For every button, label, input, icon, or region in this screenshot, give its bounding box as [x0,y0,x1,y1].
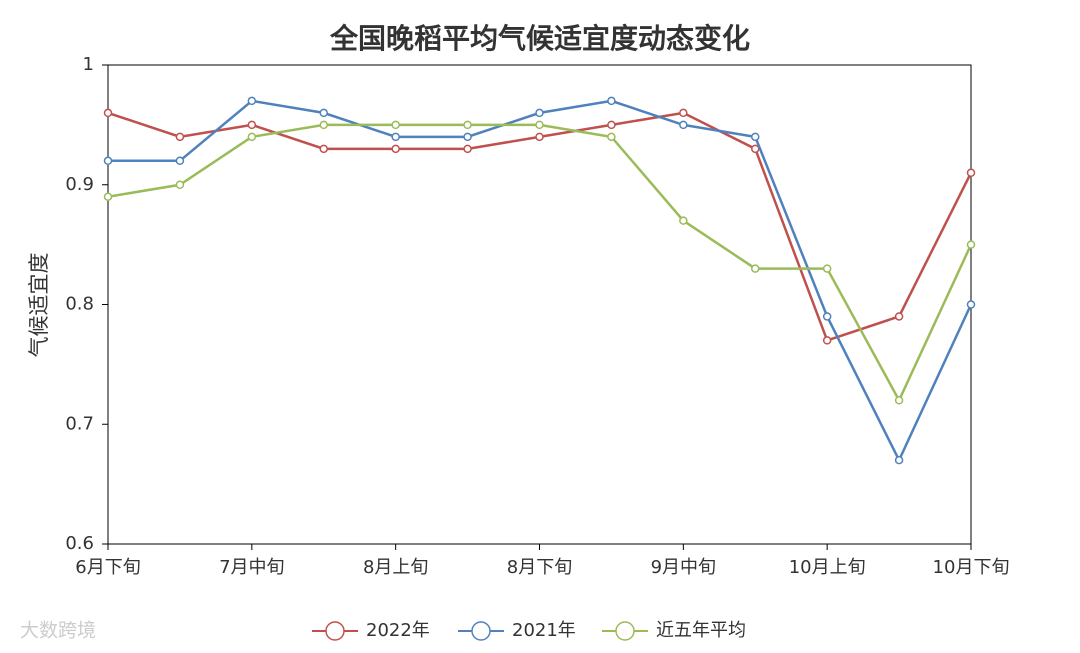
data-point [607,96,616,106]
x-tick-label: 10月上旬 [789,557,866,578]
data-point [607,120,616,130]
data-point [391,132,400,142]
data-point [966,240,976,249]
data-point [535,120,544,130]
data-point [103,192,113,201]
chart-title: 全国晚稻平均气候适宜度动态变化 [329,22,750,55]
x-tick-label: 8月上旬 [363,557,428,578]
data-point [103,108,113,118]
data-point [103,156,113,166]
data-point [751,144,760,154]
y-axis-title: 气候适宜度 [27,253,51,358]
x-tick-label: 9月中旬 [651,557,716,578]
data-point [679,108,688,118]
data-point [463,132,472,142]
data-point [319,144,328,154]
legend-label: 近五年平均 [656,620,746,641]
data-point [679,216,688,225]
data-point [966,168,976,178]
data-point [319,120,328,130]
data-point [535,132,544,142]
data-point [822,312,832,321]
legend-marker [471,621,491,641]
data-point [247,96,257,106]
data-point [679,120,688,130]
legend-marker [325,621,345,641]
data-point [607,132,616,142]
data-point [894,455,904,465]
data-point [822,264,832,273]
data-point [175,132,185,142]
x-tick-label: 10月下旬 [933,557,1010,578]
series-line [108,99,973,464]
y-tick-label: 0.9 [65,174,94,195]
data-point [894,312,904,321]
watermark: 大数跨境 [20,620,96,642]
data-point [463,120,472,130]
y-tick-label: 0.8 [65,294,94,315]
y-tick-label: 1 [83,54,94,75]
series-line [107,123,973,404]
data-point [822,336,832,345]
data-point [391,144,400,154]
data-point [247,120,257,130]
y-tick-label: 0.6 [65,533,94,554]
legend-label: 2021年 [512,620,576,641]
y-tick-label: 0.7 [65,413,94,434]
data-point [247,132,257,142]
data-point [966,300,976,309]
data-point [894,396,904,405]
data-point [751,264,760,273]
data-point [391,120,400,130]
data-point [463,144,472,154]
data-point [319,108,328,118]
data-point [751,132,760,142]
legend-label: 2022年 [366,620,430,641]
legend-marker [615,621,635,641]
data-point [535,108,544,118]
data-point [175,180,185,189]
data-point [175,156,185,166]
x-tick-label: 7月中旬 [219,557,284,578]
x-tick-label: 6月下旬 [75,557,140,578]
x-tick-label: 8月下旬 [507,557,572,578]
